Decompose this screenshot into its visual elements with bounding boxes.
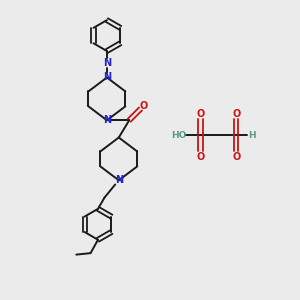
Text: N: N [103, 115, 111, 125]
Text: N: N [103, 73, 111, 82]
Text: N: N [115, 175, 123, 185]
Text: O: O [232, 152, 240, 161]
Text: O: O [232, 109, 240, 119]
Text: H: H [248, 130, 256, 140]
Text: HO: HO [171, 130, 187, 140]
Text: O: O [196, 109, 205, 119]
Text: O: O [139, 101, 147, 111]
Text: O: O [196, 152, 205, 161]
Text: N: N [103, 58, 111, 68]
